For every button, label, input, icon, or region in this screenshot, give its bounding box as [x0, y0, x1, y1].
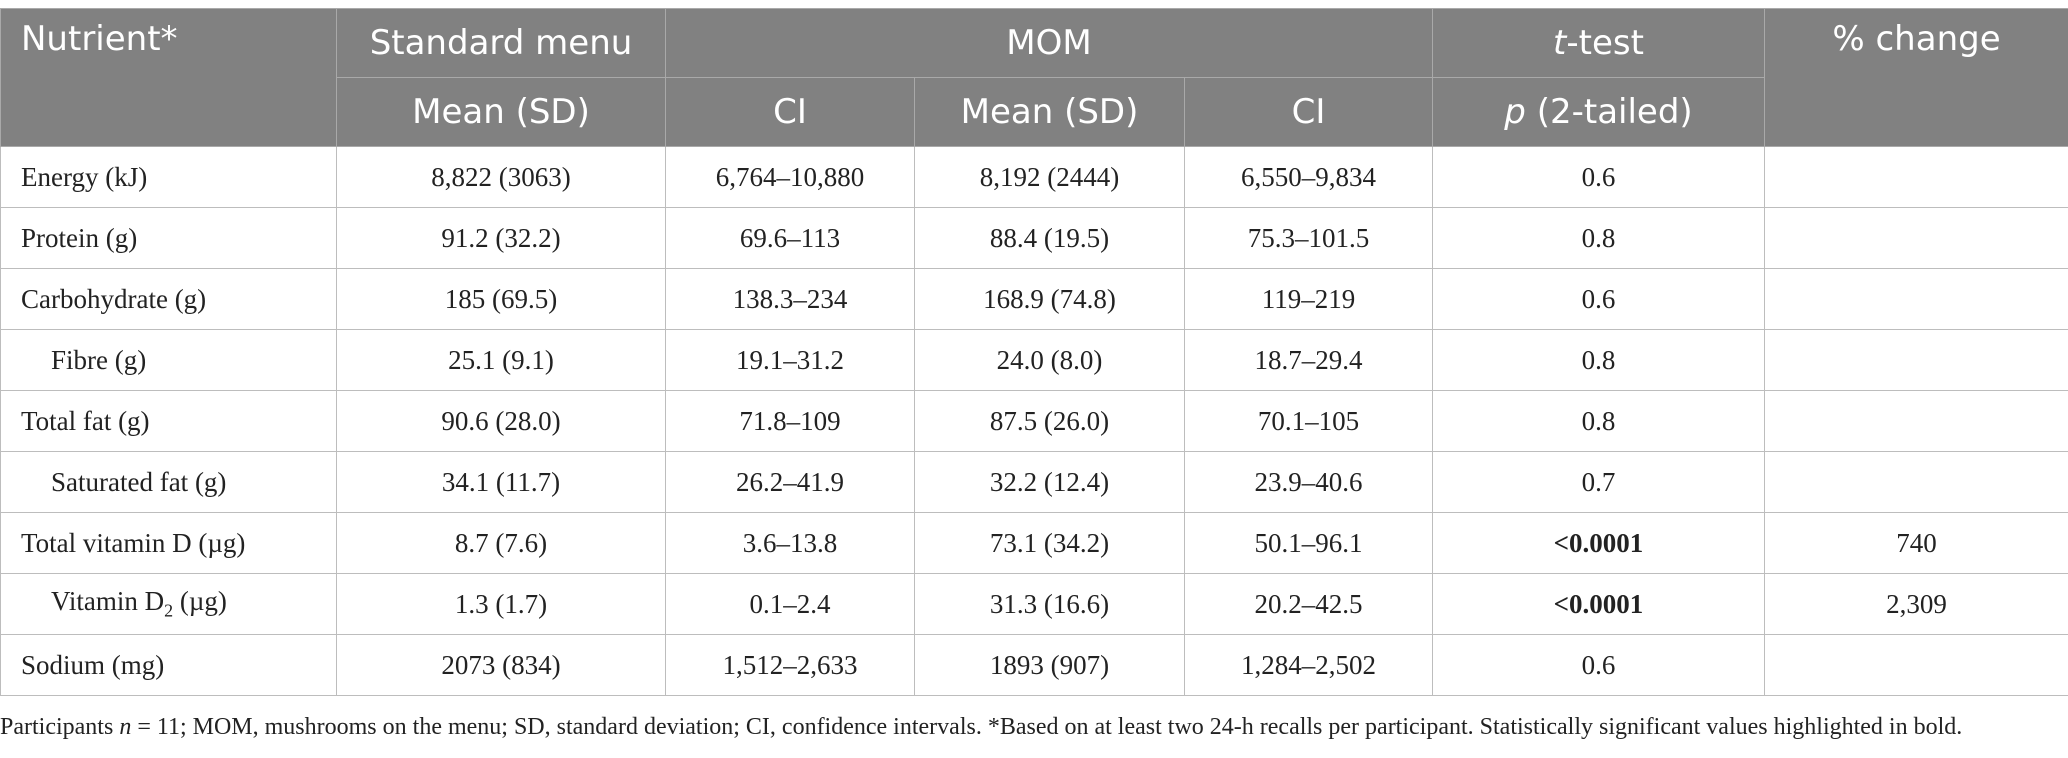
cell-pct-change	[1764, 146, 2068, 208]
cell-mom-ci: 6,550–9,834	[1184, 146, 1433, 208]
cell-standard-mean: 1.3 (1.7)	[336, 573, 666, 635]
cell-standard-ci: 71.8–109	[665, 390, 915, 452]
cell-p-value: 0.8	[1432, 329, 1765, 391]
header-ttest-rest: -test	[1566, 23, 1644, 63]
header-ci-standard: CI	[665, 77, 915, 147]
header-ttest-italic: t	[1553, 23, 1567, 63]
cell-mom-mean: 31.3 (16.6)	[914, 573, 1185, 635]
cell-pct-change	[1764, 268, 2068, 330]
cell-p-value: 0.7	[1432, 451, 1765, 513]
table-footnote: Participants n = 11; MOM, mushrooms on t…	[0, 714, 2068, 741]
cell-mom-mean: 168.9 (74.8)	[914, 268, 1185, 330]
cell-pct-change	[1764, 390, 2068, 452]
cell-mom-mean: 24.0 (8.0)	[914, 329, 1185, 391]
cell-mom-ci: 23.9–40.6	[1184, 451, 1433, 513]
cell-pct-change: 2,309	[1764, 573, 2068, 635]
table-row-energy: Energy (kJ) 8,822 (3063) 6,764–10,880 8,…	[0, 146, 2068, 208]
cell-mom-ci: 1,284–2,502	[1184, 634, 1433, 696]
cell-p-value: 0.6	[1432, 634, 1765, 696]
cell-p-value: 0.8	[1432, 207, 1765, 269]
nutrient-table-container: Nutrient* Standard menu MOM t-test % cha…	[0, 8, 2068, 696]
nutrient-table: Nutrient* Standard menu MOM t-test % cha…	[0, 8, 2068, 696]
cell-p-value: <0.0001	[1432, 512, 1765, 574]
cell-standard-ci: 0.1–2.4	[665, 573, 915, 635]
header-row-2: Mean (SD) CI Mean (SD) CI p (2-tailed)	[1, 77, 2068, 147]
cell-p-value: 0.8	[1432, 390, 1765, 452]
table-row-carbohydrate: Carbohydrate (g) 185 (69.5) 138.3–234 16…	[0, 268, 2068, 330]
row-label-subscript: 2	[164, 600, 174, 621]
cell-mom-ci: 50.1–96.1	[1184, 512, 1433, 574]
header-p-value: p (2-tailed)	[1432, 77, 1765, 147]
cell-mom-mean: 1893 (907)	[914, 634, 1185, 696]
row-label: Protein (g)	[0, 207, 337, 269]
cell-standard-mean: 185 (69.5)	[336, 268, 666, 330]
cell-pct-change	[1764, 329, 2068, 391]
cell-standard-mean: 2073 (834)	[336, 634, 666, 696]
cell-standard-mean: 90.6 (28.0)	[336, 390, 666, 452]
cell-standard-ci: 6,764–10,880	[665, 146, 915, 208]
row-label-unit: (µg)	[173, 586, 227, 617]
table-row-total-fat: Total fat (g) 90.6 (28.0) 71.8–109 87.5 …	[0, 390, 2068, 452]
header-ttest: t-test	[1432, 8, 1765, 78]
footnote-post: = 11; MOM, mushrooms on the menu; SD, st…	[131, 714, 1963, 740]
header-p-italic: p	[1504, 92, 1526, 132]
cell-mom-mean: 73.1 (34.2)	[914, 512, 1185, 574]
cell-standard-mean: 34.1 (11.7)	[336, 451, 666, 513]
header-mean-sd-standard: Mean (SD)	[336, 77, 666, 147]
row-label: Energy (kJ)	[0, 146, 337, 208]
cell-standard-ci: 19.1–31.2	[665, 329, 915, 391]
row-label: Sodium (mg)	[0, 634, 337, 696]
row-label: Fibre (g)	[0, 329, 337, 391]
header-nutrient: Nutrient*	[0, 8, 337, 147]
cell-standard-ci: 26.2–41.9	[665, 451, 915, 513]
cell-mom-ci: 70.1–105	[1184, 390, 1433, 452]
table-row-fibre: Fibre (g) 25.1 (9.1) 19.1–31.2 24.0 (8.0…	[0, 329, 2068, 391]
cell-mom-ci: 75.3–101.5	[1184, 207, 1433, 269]
cell-standard-ci: 138.3–234	[665, 268, 915, 330]
cell-mom-ci: 20.2–42.5	[1184, 573, 1433, 635]
row-label: Total fat (g)	[0, 390, 337, 452]
row-label: Carbohydrate (g)	[0, 268, 337, 330]
cell-mom-mean: 8,192 (2444)	[914, 146, 1185, 208]
row-label: Total vitamin D (µg)	[0, 512, 337, 574]
header-ci-mom: CI	[1184, 77, 1433, 147]
cell-mom-mean: 88.4 (19.5)	[914, 207, 1185, 269]
cell-standard-mean: 91.2 (32.2)	[336, 207, 666, 269]
cell-p-value: <0.0001	[1432, 573, 1765, 635]
cell-standard-ci: 3.6–13.8	[665, 512, 915, 574]
cell-mom-mean: 87.5 (26.0)	[914, 390, 1185, 452]
table-row-sodium: Sodium (mg) 2073 (834) 1,512–2,633 1893 …	[0, 634, 2068, 696]
row-label: Vitamin D2 (µg)	[0, 573, 337, 635]
header-pct-change: % change	[1764, 8, 2068, 147]
cell-pct-change	[1764, 207, 2068, 269]
footnote-n: n	[119, 714, 132, 740]
header-p-rest: (2-tailed)	[1525, 92, 1693, 132]
row-label: Saturated fat (g)	[0, 451, 337, 513]
header-standard-menu: Standard menu	[336, 8, 666, 78]
cell-mom-mean: 32.2 (12.4)	[914, 451, 1185, 513]
table-row-protein: Protein (g) 91.2 (32.2) 69.6–113 88.4 (1…	[0, 207, 2068, 269]
cell-p-value: 0.6	[1432, 146, 1765, 208]
cell-standard-mean: 25.1 (9.1)	[336, 329, 666, 391]
footnote-pre: Participants	[0, 714, 120, 740]
header-row-1: Nutrient* Standard menu MOM t-test % cha…	[0, 8, 2068, 147]
cell-pct-change	[1764, 634, 2068, 696]
cell-pct-change	[1764, 451, 2068, 513]
cell-standard-mean: 8,822 (3063)	[336, 146, 666, 208]
cell-standard-ci: 69.6–113	[665, 207, 915, 269]
table-row-total-vitamin-d: Total vitamin D (µg) 8.7 (7.6) 3.6–13.8 …	[0, 512, 2068, 574]
table-row-saturated-fat: Saturated fat (g) 34.1 (11.7) 26.2–41.9 …	[0, 451, 2068, 513]
header-mom: MOM	[665, 8, 1433, 78]
row-label-text: Vitamin D	[51, 586, 165, 617]
cell-mom-ci: 18.7–29.4	[1184, 329, 1433, 391]
cell-standard-ci: 1,512–2,633	[665, 634, 915, 696]
cell-standard-mean: 8.7 (7.6)	[336, 512, 666, 574]
header-mean-sd-mom: Mean (SD)	[914, 77, 1185, 147]
cell-mom-ci: 119–219	[1184, 268, 1433, 330]
cell-p-value: 0.6	[1432, 268, 1765, 330]
cell-pct-change: 740	[1764, 512, 2068, 574]
table-row-vitamin-d2: Vitamin D2 (µg) 1.3 (1.7) 0.1–2.4 31.3 (…	[0, 573, 2068, 635]
